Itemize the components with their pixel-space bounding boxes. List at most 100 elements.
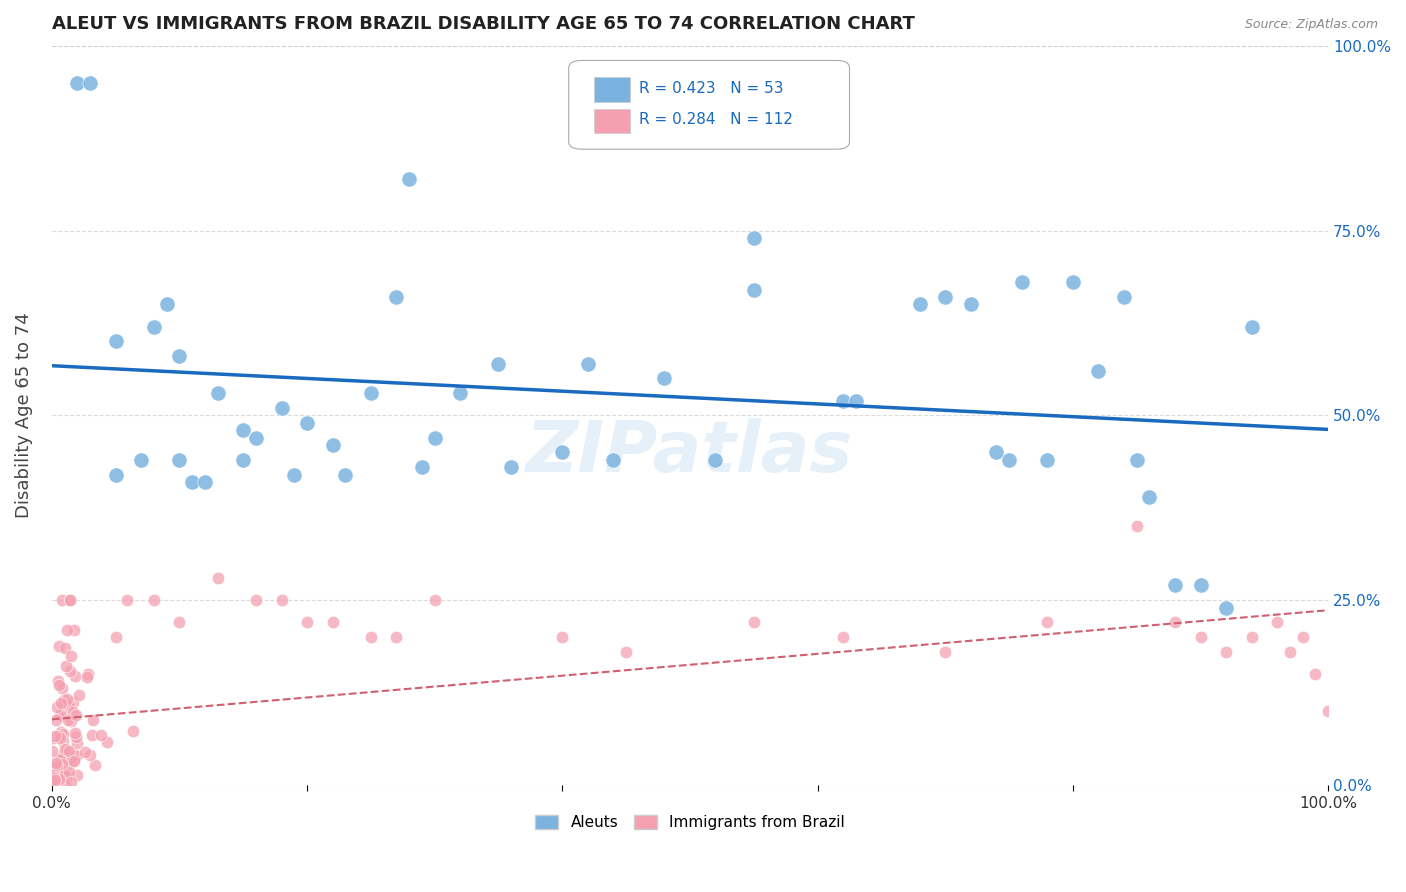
Point [832,630,855,644]
Point [169,349,191,363]
Point [53,768,76,782]
Point [832,393,855,408]
Point [65,749,87,764]
Point [51,757,73,772]
Point [51,725,73,739]
Point [1291,630,1313,644]
Point [44,729,66,743]
Point [52,727,75,741]
Point [551,445,574,459]
Point [42,731,65,745]
Point [66,768,89,782]
Point [232,452,254,467]
Point [117,593,139,607]
FancyBboxPatch shape [568,61,849,149]
Point [488,357,510,371]
Point [614,645,637,659]
Point [129,452,152,467]
Point [55,659,77,673]
Y-axis label: Disability Age 65 to 74: Disability Age 65 to 74 [15,312,32,518]
Point [295,615,318,630]
Point [51,593,73,607]
Point [65,707,87,722]
Point [51,734,73,748]
Point [56,742,79,756]
Point [1164,615,1187,630]
Point [49,731,72,746]
Point [959,297,981,311]
Point [56,623,79,637]
Point [360,630,382,644]
Point [55,755,77,769]
Point [59,648,82,663]
Point [142,319,165,334]
Point [58,698,80,712]
Point [62,695,84,709]
Point [704,452,727,467]
Point [845,393,868,408]
Point [1011,275,1033,289]
Point [1087,364,1109,378]
Point [934,645,956,659]
Point [411,460,433,475]
Point [245,431,267,445]
Point [449,386,471,401]
Point [45,756,67,771]
Point [654,371,676,385]
Point [501,460,523,475]
Point [79,748,101,763]
Text: Source: ZipAtlas.com: Source: ZipAtlas.com [1244,18,1378,31]
Point [60,714,83,728]
Point [49,708,72,723]
Point [602,452,624,467]
Text: R = 0.423   N = 53: R = 0.423 N = 53 [638,81,783,96]
Legend: Aleuts, Immigrants from Brazil: Aleuts, Immigrants from Brazil [529,809,851,837]
Point [65,731,87,745]
Point [48,729,70,743]
Point [58,744,80,758]
Point [66,735,89,749]
FancyBboxPatch shape [595,109,630,133]
Point [46,752,69,766]
Point [96,734,118,748]
Point [51,764,73,779]
Point [1062,275,1084,289]
Text: ALEUT VS IMMIGRANTS FROM BRAZIL DISABILITY AGE 65 TO 74 CORRELATION CHART: ALEUT VS IMMIGRANTS FROM BRAZIL DISABILI… [52,15,915,33]
Point [232,423,254,437]
Point [169,452,191,467]
Point [48,639,70,653]
Point [51,706,73,720]
Point [45,713,67,727]
Point [49,752,72,766]
Point [1189,578,1212,592]
Point [51,681,73,695]
Point [986,445,1008,459]
Point [1036,615,1059,630]
Point [122,723,145,738]
Point [48,772,70,787]
Point [998,452,1021,467]
Point [66,76,89,90]
Point [385,630,408,644]
Point [59,754,82,768]
Point [322,438,344,452]
Point [104,467,127,482]
Point [1125,519,1147,533]
Text: R = 0.284   N = 112: R = 0.284 N = 112 [638,112,793,127]
Point [398,171,420,186]
Point [576,357,599,371]
Point [62,623,84,637]
Point [908,297,931,311]
Point [44,773,66,788]
Point [48,756,70,770]
Point [1125,452,1147,467]
Point [42,760,65,774]
Point [1215,645,1237,659]
Point [75,745,97,759]
Point [44,772,66,786]
Point [42,767,65,781]
Point [76,670,98,684]
Point [551,630,574,644]
Point [423,431,446,445]
Point [65,747,87,762]
